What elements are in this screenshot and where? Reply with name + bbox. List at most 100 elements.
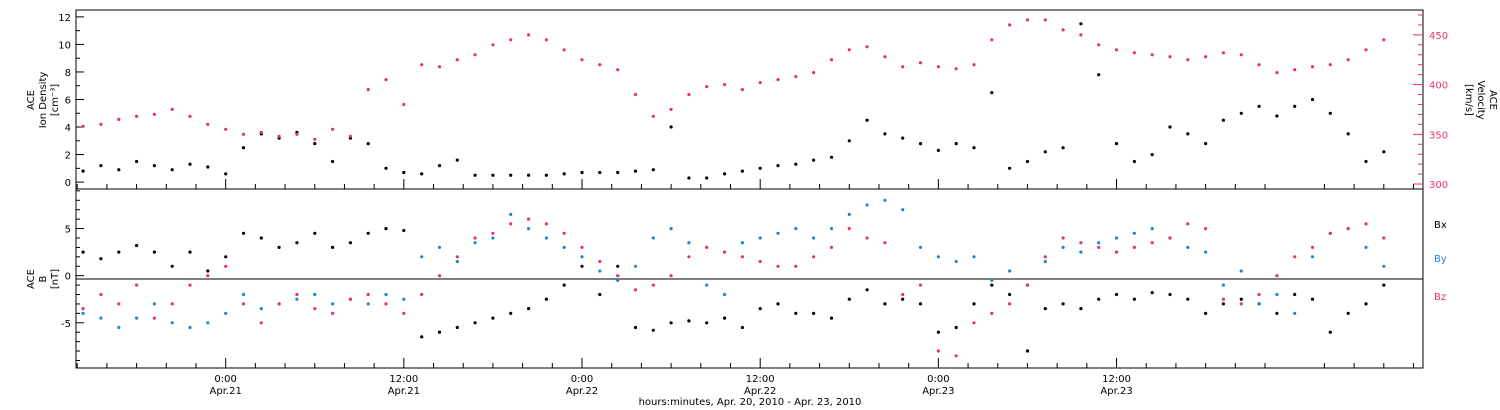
bz-point [954, 354, 958, 358]
velocity-point [348, 134, 352, 138]
bx-point [1168, 292, 1172, 297]
density-point [794, 162, 798, 166]
bottom-legend: Bx By Bz [1434, 220, 1447, 303]
bz-point [1132, 245, 1136, 249]
velocity-point [901, 65, 905, 69]
bottom-left-ylabel-line-3: [nT] [50, 269, 61, 289]
bx-point [598, 292, 602, 297]
bx-point [562, 283, 566, 287]
bx-point [829, 316, 834, 320]
by-point [669, 227, 673, 231]
velocity-point [669, 107, 673, 111]
bx-point [206, 269, 210, 273]
density-point [598, 170, 602, 175]
legend-bz: Bz [1434, 292, 1446, 303]
by-point [224, 311, 228, 315]
velocity-point [259, 130, 263, 134]
density-point [847, 139, 851, 143]
density-point [990, 91, 994, 95]
density-point [812, 158, 816, 162]
bx-point [527, 307, 531, 311]
density-point [1114, 142, 1119, 146]
by-point [1114, 236, 1119, 240]
bz-point [420, 292, 424, 297]
bz-point [1257, 292, 1261, 297]
velocity-point [402, 102, 406, 107]
top-right-tick-label: 450 [1429, 31, 1448, 42]
bz-point [117, 302, 121, 306]
velocity-point [455, 58, 459, 62]
density-point [1310, 97, 1315, 102]
bz-point [437, 274, 442, 278]
by-point [1061, 245, 1065, 249]
legend-by: By [1434, 254, 1447, 265]
velocity-point [1025, 18, 1030, 22]
by-point [402, 297, 406, 301]
velocity-point [1328, 63, 1332, 67]
velocity-point [954, 67, 958, 71]
velocity-point [883, 55, 887, 59]
bz-point [1346, 227, 1350, 231]
density-point [241, 146, 246, 150]
bx-point [669, 321, 673, 325]
density-point [758, 166, 762, 170]
by-point [135, 316, 139, 320]
bz-point [776, 264, 780, 268]
velocity-point [1132, 51, 1136, 55]
bz-point [366, 292, 370, 297]
by-point [99, 316, 103, 320]
velocity-point [224, 127, 228, 131]
bx-point [99, 257, 103, 261]
density-point [865, 118, 869, 122]
velocity-point [1221, 51, 1225, 55]
by-point [1008, 269, 1012, 273]
velocity-point [1204, 55, 1208, 59]
density-point [580, 170, 584, 175]
density-point [81, 169, 85, 173]
density-point [331, 159, 335, 164]
bx-point [1239, 297, 1243, 301]
x-tick-label-date: Apr.23 [922, 386, 954, 397]
by-point [544, 236, 549, 240]
density-point [1257, 104, 1261, 108]
velocity-point [794, 75, 798, 79]
velocity-point [740, 88, 745, 92]
by-point [366, 302, 370, 306]
top-right-ylabel: ACE Velocity [km/s] [1463, 80, 1498, 119]
bz-point [277, 302, 281, 306]
bx-point [865, 288, 869, 292]
density-point [901, 136, 905, 140]
bx-point [509, 311, 513, 315]
bx-point [1204, 311, 1208, 315]
by-point [901, 208, 905, 212]
bx-point [473, 321, 477, 325]
bx-point [936, 330, 941, 334]
velocity-point [758, 81, 762, 85]
x-tick-label-date: Apr.22 [566, 386, 598, 397]
x-tick-label-date: Apr.21 [388, 386, 420, 397]
by-point [152, 302, 156, 306]
bz-point [241, 302, 246, 306]
by-point [1239, 269, 1243, 273]
velocity-point [936, 65, 941, 69]
bx-point [687, 319, 691, 323]
bx-point [170, 264, 174, 268]
velocity-point [135, 114, 139, 118]
velocity-point [580, 58, 584, 62]
velocity-point [509, 38, 513, 42]
bx-point [580, 264, 584, 268]
density-point [491, 173, 495, 177]
bx-point [651, 328, 655, 332]
legend-bx: Bx [1434, 220, 1447, 231]
density-point [651, 168, 655, 172]
bx-point [918, 302, 923, 306]
velocity-point [1346, 58, 1350, 62]
bz-point [616, 274, 620, 278]
by-point [758, 236, 762, 240]
bx-point [758, 307, 762, 311]
velocity-point [527, 33, 531, 37]
density-point [1186, 132, 1190, 136]
bz-point [224, 264, 228, 268]
density-point [1293, 104, 1297, 108]
